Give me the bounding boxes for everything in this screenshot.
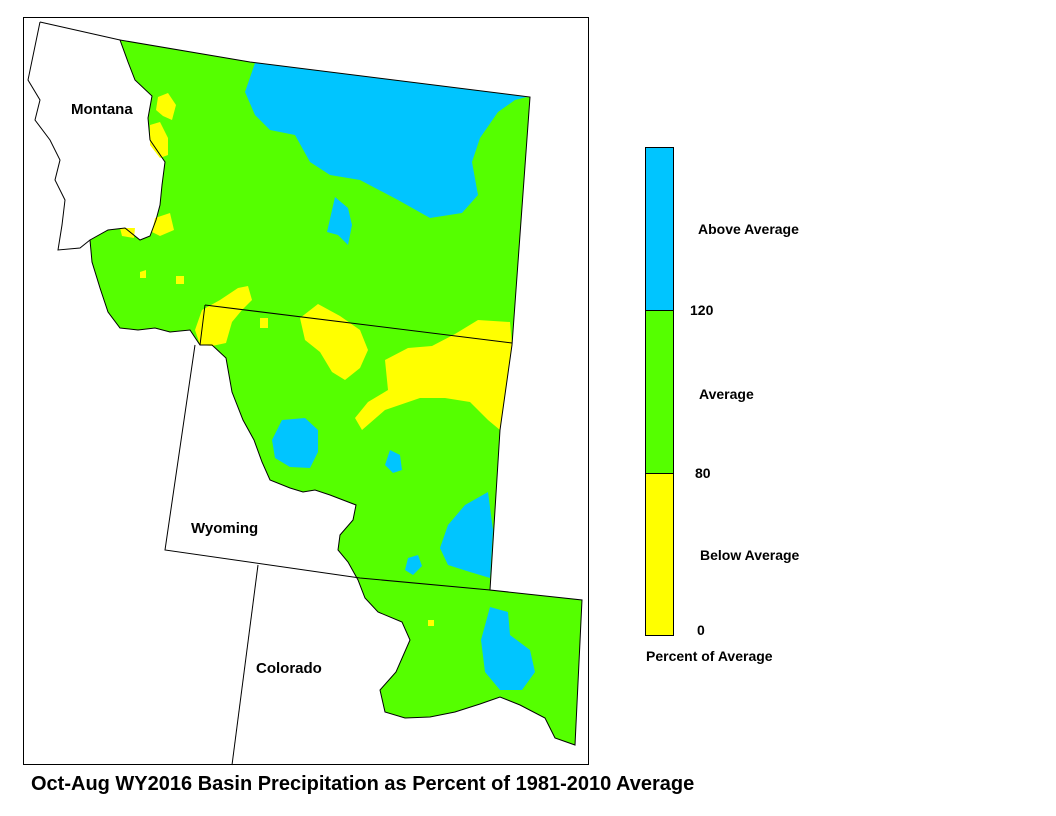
legend-swatch-above — [645, 147, 674, 310]
region-above-center — [327, 197, 352, 245]
region-above-north — [245, 63, 527, 218]
legend-swatch-average — [645, 310, 674, 473]
region-above-dot — [405, 555, 422, 575]
basin-outline — [89, 39, 583, 746]
region-below-east — [355, 320, 512, 430]
legend-title: Percent of Average — [646, 648, 773, 664]
legend-label-above: Above Average — [698, 221, 799, 237]
region-below-nw1 — [156, 93, 176, 120]
legend-break-120: 120 — [690, 302, 714, 318]
region-below-west — [195, 286, 252, 346]
region-below-center — [300, 304, 368, 380]
state-label-montana: Montana — [71, 101, 133, 118]
legend-label-average: Average — [699, 386, 754, 402]
region-above-west — [272, 418, 318, 468]
region-below-dot4 — [428, 620, 434, 626]
legend-break-80: 80 — [695, 465, 711, 481]
state-label-colorado: Colorado — [256, 660, 322, 677]
region-above-southeast — [481, 607, 535, 690]
legend-label-below: Below Average — [700, 547, 800, 563]
region-below-nw2 — [150, 122, 168, 158]
region-above-small — [385, 450, 402, 473]
legend-break-0: 0 — [697, 622, 705, 638]
map-frame — [23, 17, 589, 765]
montana-wyoming-border — [204, 304, 513, 344]
region-below-dot2 — [176, 276, 184, 284]
wyoming-boundary — [164, 304, 491, 591]
colorado-boundary — [231, 564, 259, 766]
region-below-nw4 — [120, 228, 135, 238]
region-below-nw3 — [152, 213, 174, 236]
map-caption: Oct-Aug WY2016 Basin Precipitation as Pe… — [31, 773, 695, 795]
region-below-dot1 — [140, 270, 146, 278]
montana-boundary — [27, 21, 121, 251]
legend-swatch-below — [645, 473, 674, 636]
region-below-dot3 — [260, 318, 268, 328]
region-average — [90, 40, 582, 745]
state-label-wyoming: Wyoming — [191, 520, 259, 537]
region-above-east — [440, 492, 493, 578]
